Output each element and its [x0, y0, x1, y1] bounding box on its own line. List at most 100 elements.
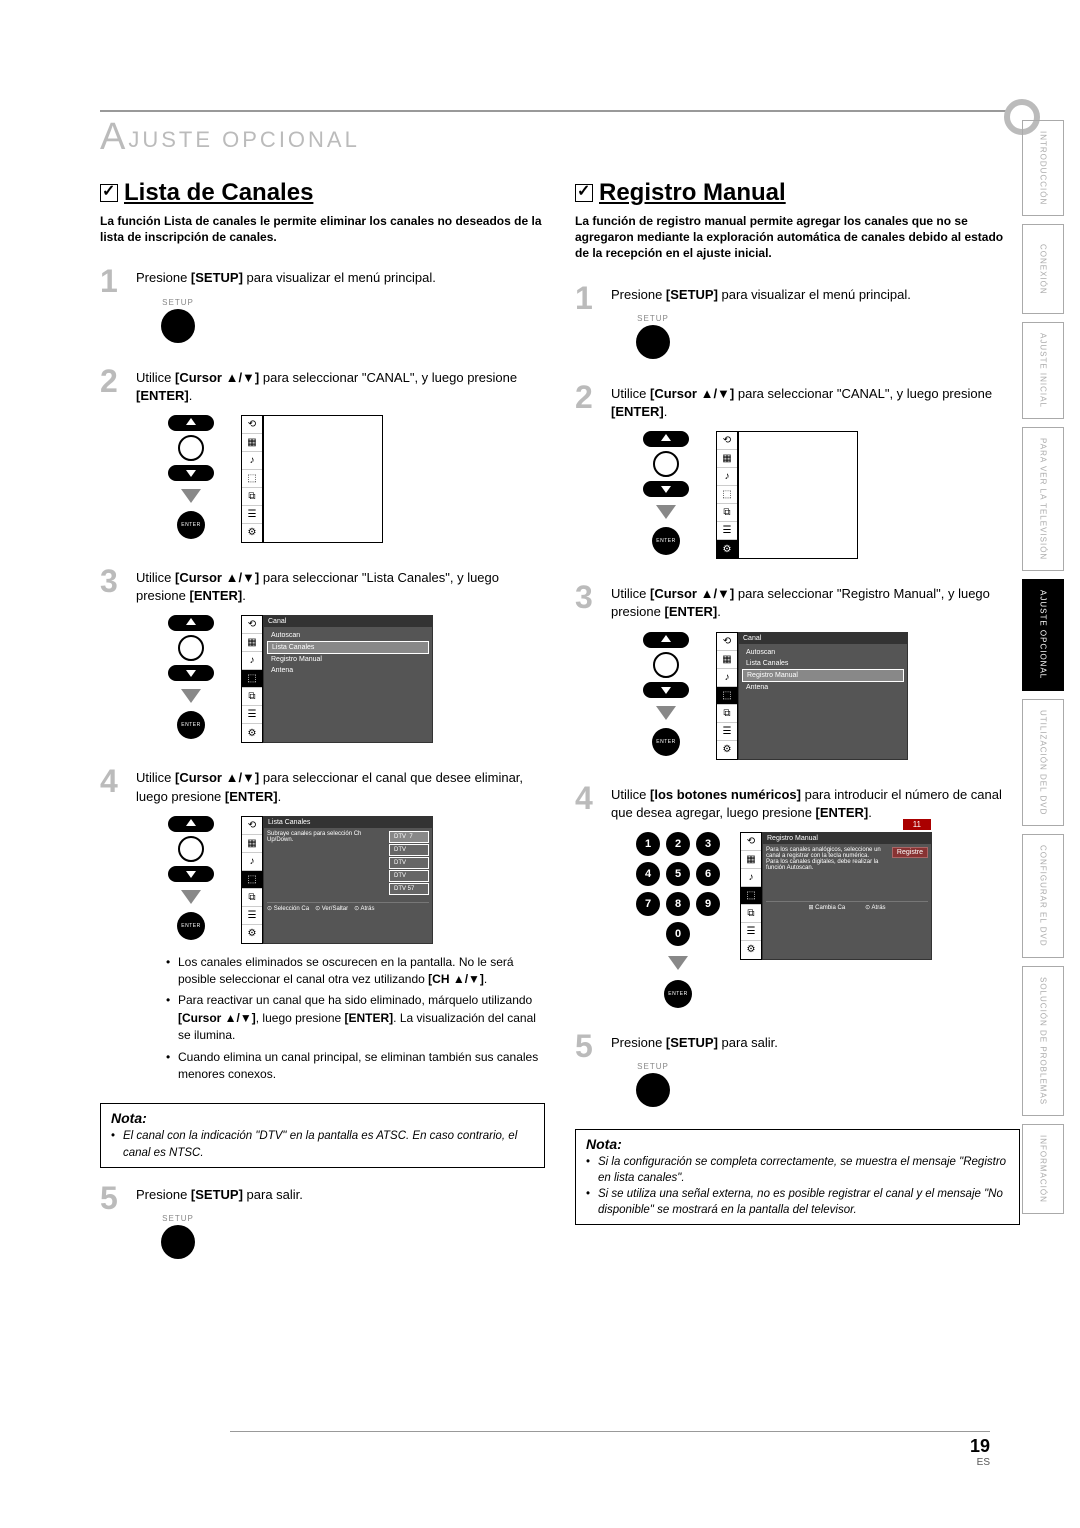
setup-button-graphic: SETUP: [161, 1214, 195, 1259]
setup-label: SETUP: [636, 314, 670, 323]
right-column: Registro Manual La función de registro m…: [575, 179, 1020, 1281]
breadcrumb: AJUSTE OPCIONAL: [100, 116, 1020, 159]
enter-button-graphic: ENTER: [664, 980, 692, 1008]
menu-item: Autoscan: [267, 630, 429, 641]
step-text: Utilice [Cursor ▲/▼] para seleccionar "L…: [136, 569, 545, 605]
step-text: Utilice [los botones numéricos] para int…: [611, 786, 1020, 822]
menu-graphic-canal: ⟲▦♪⬚⧉☰⚙ Canal Autoscan Lista Canales Reg…: [716, 632, 908, 760]
step-text: Presione [SETUP] para salir.: [611, 1034, 1020, 1052]
bullet: Los canales eliminados se oscurecen en l…: [166, 954, 545, 989]
nota-title: Nota:: [586, 1136, 1009, 1152]
side-tab[interactable]: INTRODUCCIÓN: [1022, 120, 1064, 216]
menu-item-highlighted: Registro Manual: [742, 669, 904, 682]
footer-label: Atrás: [361, 906, 375, 912]
step-text: Utilice [Cursor ▲/▼] para seleccionar "C…: [136, 369, 545, 405]
step-number: 2: [575, 381, 601, 569]
setup-label: SETUP: [161, 298, 195, 307]
step-text: Presione [SETUP] para visualizar el menú…: [136, 269, 545, 287]
menu-hint: Subraye canales para selección Ch Up/Dow…: [267, 831, 386, 896]
left-column: Lista de Canales La función Lista de can…: [100, 179, 545, 1281]
menu-hint: Para los canales digitales, debe realiza…: [766, 859, 888, 871]
side-tab[interactable]: AJUSTE OPCIONAL: [1022, 579, 1064, 690]
right-title: Registro Manual: [575, 179, 1020, 207]
setup-button-graphic: SETUP: [636, 1062, 670, 1107]
setup-label: SETUP: [636, 1062, 670, 1071]
setup-button-graphic: SETUP: [636, 314, 670, 359]
left-title-text: Lista de Canales: [124, 179, 313, 207]
step: 1 Presione [SETUP] para visualizar el me…: [100, 265, 545, 352]
side-tab[interactable]: UTILIZACIÓN DEL DVD: [1022, 699, 1064, 826]
step: 5 Presione [SETUP] para salir. SETUP: [100, 1182, 545, 1269]
menu-title: Canal: [264, 616, 432, 627]
breadcrumb-text: JUSTE OPCIONAL: [128, 127, 359, 152]
step-number: 5: [575, 1030, 601, 1117]
footer-label: Selección Ca: [274, 906, 309, 912]
menu-graphic-canal: ⟲▦♪⬚⧉☰⚙ Canal Autoscan Lista Canales Reg…: [241, 615, 433, 743]
step-number: 2: [100, 365, 126, 553]
menu-title: Canal: [739, 633, 907, 644]
numpad-graphic: 123 456 789 0: [636, 832, 720, 946]
footer-label: Cambia Ca: [815, 905, 845, 911]
bullet: Para reactivar un canal que ha sido elim…: [166, 992, 545, 1044]
step: 1 Presione [SETUP] para visualizar el me…: [575, 282, 1020, 369]
menu-item: Lista Canales: [742, 658, 904, 669]
page-lang: ES: [910, 1457, 990, 1468]
enter-button-graphic: ENTER: [652, 728, 680, 756]
nota-item: Si se utiliza una señal externa, no es p…: [586, 1186, 1009, 1218]
side-tabs: INTRODUCCIÓN CONEXIÓN AJUSTE INICIAL PARA V…: [1022, 120, 1064, 1214]
step-text: Utilice [Cursor ▲/▼] para seleccionar el…: [136, 769, 545, 805]
nota-item: El canal con la indicación "DTV" en la p…: [111, 1128, 534, 1160]
channel-badge: 11: [903, 819, 931, 830]
side-tab[interactable]: SOLUCIÓN DE PROBLEMAS: [1022, 966, 1064, 1116]
step-text: Utilice [Cursor ▲/▼] para seleccionar "C…: [611, 385, 1020, 421]
step: 3 Utilice [Cursor ▲/▼] para seleccionar …: [575, 581, 1020, 769]
menu-graphic-registro: ⟲▦♪⬚⧉☰⚙ 11 Registro Manual Para los cana…: [740, 832, 932, 960]
step-text: Presione [SETUP] para visualizar el menú…: [611, 286, 1020, 304]
menu-item-highlighted: Lista Canales: [267, 641, 429, 654]
enter-button-graphic: ENTER: [177, 711, 205, 739]
page-footer: 19 ES: [910, 1431, 990, 1468]
step-number: 1: [100, 265, 126, 352]
footer-label: Atrás: [872, 905, 886, 911]
step-text: Presione [SETUP] para salir.: [136, 1186, 545, 1204]
side-tab[interactable]: CONFIGURAR EL DVD: [1022, 834, 1064, 958]
step: 4 Utilice [Cursor ▲/▼] para seleccionar …: [100, 765, 545, 1091]
step: 3 Utilice [Cursor ▲/▼] para seleccionar …: [100, 565, 545, 753]
side-tab[interactable]: AJUSTE INICIAL: [1022, 322, 1064, 419]
cursor-cluster: ENTER: [161, 615, 221, 739]
menu-item: Antena: [267, 665, 429, 676]
bullet: Cuando elimina un canal principal, se el…: [166, 1049, 545, 1084]
step: 4 Utilice [los botones numéricos] para i…: [575, 782, 1020, 1018]
step4-bullets: Los canales eliminados se oscurecen en l…: [166, 954, 545, 1084]
cursor-cluster: ENTER: [636, 431, 696, 555]
header-line: AJUSTE OPCIONAL: [100, 110, 1020, 159]
step-number: 4: [100, 765, 126, 1091]
side-tab[interactable]: INFORMACIÓN: [1022, 1124, 1064, 1214]
cursor-cluster: ENTER: [161, 415, 221, 539]
menu-title: Registro Manual: [763, 833, 931, 844]
menu-item: Autoscan: [742, 647, 904, 658]
left-intro: La función Lista de canales le permite e…: [100, 213, 545, 245]
enter-button-graphic: ENTER: [177, 511, 205, 539]
menu-title: Lista Canales: [264, 817, 432, 828]
nota-box-right: Nota: Si la configuración se completa co…: [575, 1129, 1020, 1225]
step: 2 Utilice [Cursor ▲/▼] para seleccionar …: [100, 365, 545, 553]
menu-graphic: ⟲▦♪⬚⧉☰⚙: [716, 431, 858, 559]
page-number: 19: [910, 1436, 990, 1457]
menu-hint: Para los canales analógicos, seleccione …: [766, 847, 888, 859]
enter-button-graphic: ENTER: [177, 912, 205, 940]
nota-box-left: Nota: El canal con la indicación "DTV" e…: [100, 1103, 545, 1167]
side-tab[interactable]: CONEXIÓN: [1022, 224, 1064, 314]
menu-item: Antena: [742, 682, 904, 693]
cursor-cluster: ENTER: [161, 816, 221, 940]
checkmark-icon: [100, 184, 118, 202]
side-tab[interactable]: PARA VER LA TELEVISIÓN: [1022, 427, 1064, 571]
menu-graphic: ⟲▦♪⬚⧉☰⚙: [241, 415, 383, 543]
left-title: Lista de Canales: [100, 179, 545, 207]
step-number: 4: [575, 782, 601, 1018]
checkmark-icon: [575, 184, 593, 202]
cursor-cluster: ENTER: [636, 632, 696, 756]
footer-label: Ver/Saltar: [322, 906, 348, 912]
step-number: 3: [100, 565, 126, 753]
nota-title: Nota:: [111, 1110, 534, 1126]
